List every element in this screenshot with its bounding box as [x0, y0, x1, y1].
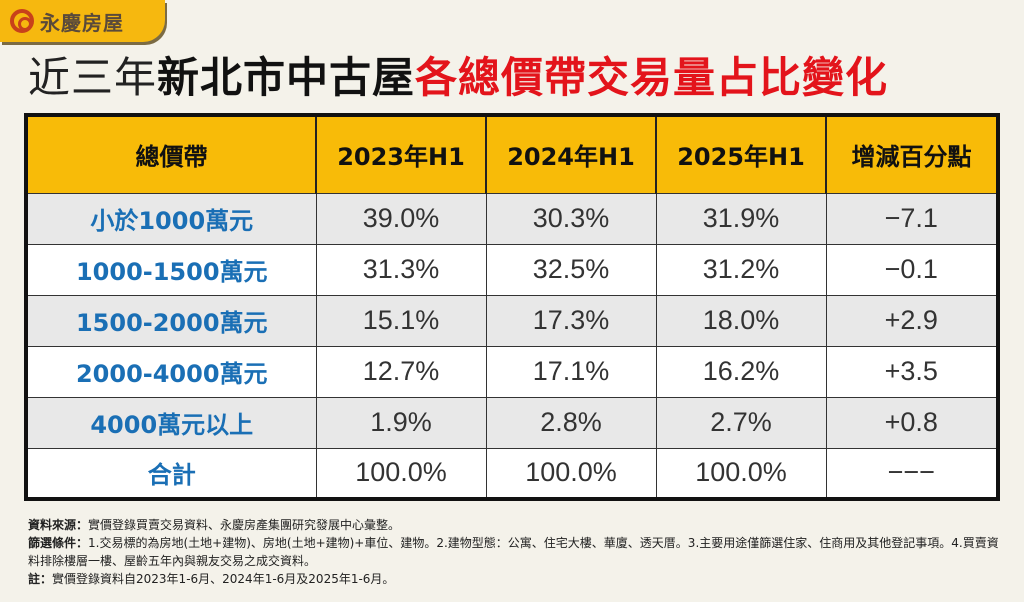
value-cell: 39.0%	[315, 192, 487, 245]
brand-logo: 永慶房屋	[0, 0, 165, 42]
price-band-cell: 1000-1500萬元	[25, 243, 317, 296]
value-cell: 100.0%	[315, 447, 487, 500]
page-title: 近三年新北市中古屋各總價帶交易量占比變化	[28, 50, 888, 106]
price-band-cell: 1500-2000萬元	[25, 294, 317, 347]
value-cell: 15.1%	[315, 294, 487, 347]
price-band-cell: 合計	[25, 447, 317, 500]
value-cell: 100.0%	[485, 447, 657, 500]
value-cell: −7.1	[825, 192, 999, 245]
logo-mark-icon	[10, 9, 34, 33]
value-cell: 12.7%	[315, 345, 487, 398]
value-cell: 16.2%	[655, 345, 827, 398]
table-row: 2000-4000萬元 12.7% 17.1% 16.2% +3.5	[25, 345, 999, 398]
table-row: 1500-2000萬元 15.1% 17.3% 18.0% +2.9	[25, 294, 999, 347]
value-cell: +3.5	[825, 345, 999, 398]
column-header: 2023年H1	[315, 114, 487, 194]
note-period: 註：實價登錄資料自2023年1-6月、2024年1-6月及2025年1-6月。	[28, 572, 395, 586]
value-cell: 31.2%	[655, 243, 827, 296]
price-band-cell: 4000萬元以上	[25, 396, 317, 449]
title-part3: 各總價帶交易量占比變化	[415, 53, 889, 102]
value-cell: 31.9%	[655, 192, 827, 245]
column-header: 2024年H1	[485, 114, 657, 194]
value-cell: 31.3%	[315, 243, 487, 296]
table-row: 小於1000萬元 39.0% 30.3% 31.9% −7.1	[25, 192, 999, 245]
value-cell: −−−	[825, 447, 999, 500]
note-source: 資料來源：實價登錄買賣交易資料、永慶房產集團研究發展中心彙整。	[28, 518, 401, 532]
value-cell: 32.5%	[485, 243, 657, 296]
value-cell: 18.0%	[655, 294, 827, 347]
column-header: 總價帶	[25, 114, 317, 194]
title-part2: 新北市中古屋	[157, 53, 416, 102]
footnotes: 資料來源：實價登錄買賣交易資料、永慶房產集團研究發展中心彙整。 篩選條件：1.交…	[28, 516, 1003, 588]
value-cell: 100.0%	[655, 447, 827, 500]
value-cell: +2.9	[825, 294, 999, 347]
value-cell: 17.3%	[485, 294, 657, 347]
table-row: 1000-1500萬元 31.3% 32.5% 31.2% −0.1	[25, 243, 999, 296]
note-filter: 篩選條件：1.交易標的為房地(土地+建物)、房地(土地+建物)+車位、建物。2.…	[28, 536, 999, 568]
value-cell: 30.3%	[485, 192, 657, 245]
price-band-cell: 小於1000萬元	[25, 192, 317, 245]
value-cell: −0.1	[825, 243, 999, 296]
value-cell: +0.8	[825, 396, 999, 449]
table-row: 4000萬元以上 1.9% 2.8% 2.7% +0.8	[25, 396, 999, 449]
value-cell: 1.9%	[315, 396, 487, 449]
value-cell: 17.1%	[485, 345, 657, 398]
column-header: 增減百分點	[825, 114, 999, 194]
title-part1: 近三年	[28, 53, 158, 102]
column-header: 2025年H1	[655, 114, 827, 194]
value-cell: 2.7%	[655, 396, 827, 449]
value-cell: 2.8%	[485, 396, 657, 449]
price-band-cell: 2000-4000萬元	[25, 345, 317, 398]
logo-text: 永慶房屋	[40, 10, 124, 35]
table-row: 合計 100.0% 100.0% 100.0% −−−	[25, 447, 999, 500]
data-table: 總價帶 2023年H1 2024年H1 2025年H1 增減百分點 小於1000萬元 39…	[24, 113, 1000, 501]
